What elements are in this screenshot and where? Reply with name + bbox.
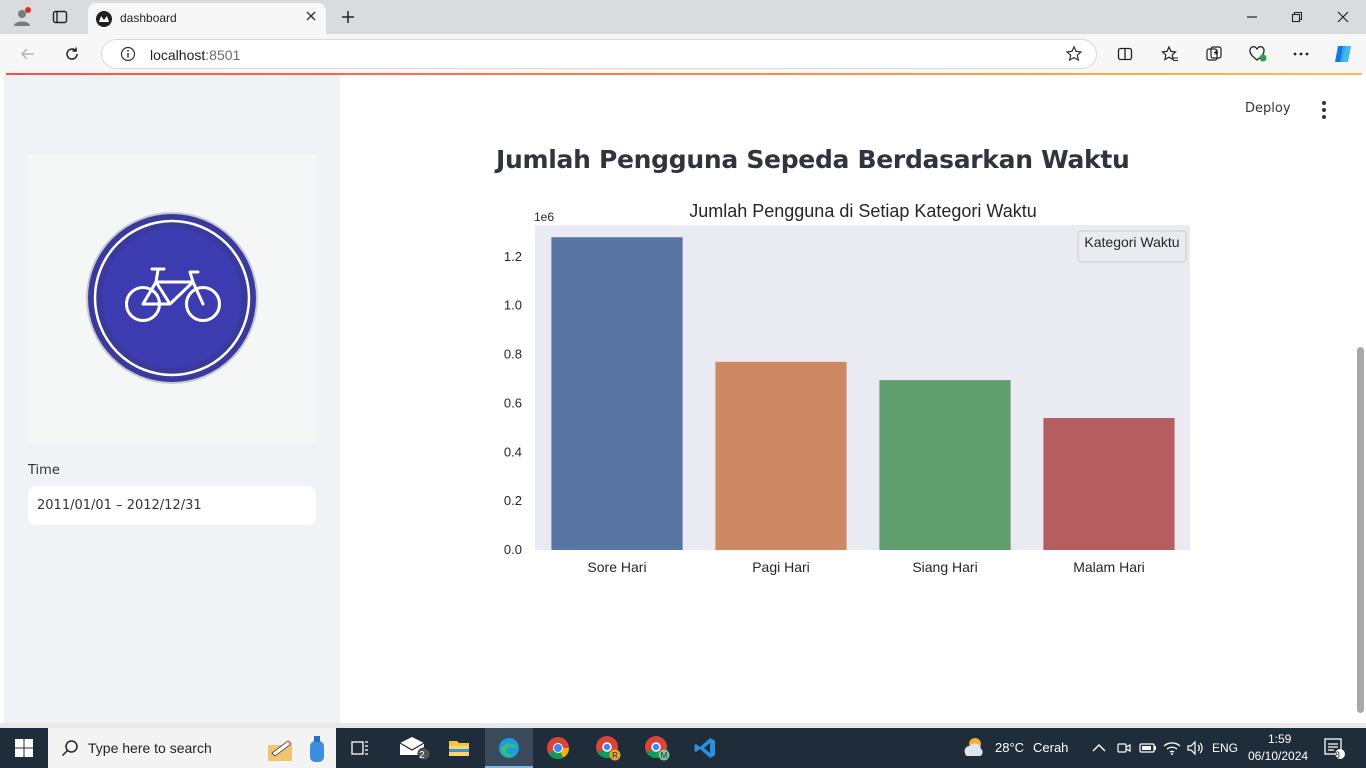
page-scrollbar[interactable] [1355,75,1366,723]
bar-chart: Jumlah Pengguna di Setiap Kategori Waktu… [504,201,1190,575]
wifi-icon[interactable] [1158,734,1186,762]
weather-description[interactable]: Cerah [1033,740,1069,755]
address-bar-row: localhost:8501 [0,34,1366,74]
meet-now-icon[interactable] [1110,734,1138,762]
windows-start-icon[interactable] [10,734,38,762]
bar-malam-hari [1043,418,1175,550]
search-highlight-books-icon [266,732,300,764]
page-title: Jumlah Pengguna Sepeda Berdasarkan Waktu [496,145,1130,174]
file-explorer-icon[interactable] [445,734,473,762]
chrome-profile-m-icon[interactable]: M [643,734,671,762]
search-highlight-bottle-icon [302,732,332,764]
window-bottom-edge [0,723,1366,728]
chart-title: Jumlah Pengguna di Setiap Kategori Waktu [689,201,1037,221]
minimize-icon[interactable] [1238,3,1266,31]
legend-title: Kategori Waktu [1084,234,1179,250]
edge-icon [495,734,523,762]
time-label: Time [28,463,60,478]
streamlit-icon [96,11,112,27]
tab-title: dashboard [120,11,177,25]
clock-time[interactable]: 1:59 [1268,732,1292,746]
reload-icon[interactable] [58,40,86,68]
vscode-icon[interactable] [691,734,719,762]
bar-sore-hari [551,237,683,550]
weather-icon[interactable] [960,733,988,761]
x-tick-label: Siang Hari [912,559,977,575]
split-screen-icon[interactable] [1111,40,1139,68]
chevron-up-icon[interactable] [1085,734,1113,762]
favorites-icon[interactable] [1156,40,1184,68]
y-tick-label: 0.6 [504,395,522,410]
back-icon[interactable] [14,40,42,68]
chrome-icon[interactable] [544,734,572,762]
bar-pagi-hari [715,361,847,550]
main-content: Deploy Jumlah Pengguna Sepeda Berdasarka… [340,75,1355,723]
y-tick-label: 0.8 [504,347,522,362]
notification-icon[interactable]: 8 [1320,734,1348,762]
sidebar: Time 2011/01/01 – 2012/12/31 [4,75,340,723]
y-tick-label: 0.4 [504,444,522,459]
legend: Kategori Waktu [1077,230,1187,263]
site-info-icon[interactable] [114,40,142,68]
y-tick-label: 0.2 [504,493,522,508]
y-offset-label: 1e6 [534,210,554,224]
notification-count: 8 [1335,750,1341,760]
close-window-icon[interactable] [1329,3,1357,31]
volume-icon[interactable] [1181,734,1209,762]
windows-taskbar: Type here to search 2 R M 28°C Cerah [0,728,1366,768]
new-tab-icon[interactable] [334,3,362,31]
profile-icon[interactable] [8,3,36,31]
bar-siang-hari [879,380,1011,550]
main-menu-icon[interactable] [1315,99,1333,121]
svg-text:R: R [612,751,618,760]
x-tick-label: Sore Hari [587,559,646,575]
taskbar-search-box[interactable]: Type here to search [48,728,336,768]
y-tick-label: 0.0 [504,542,522,557]
y-tick-label: 1.2 [504,249,522,264]
mail-icon[interactable]: 2 [396,734,432,762]
tab-actions-icon[interactable] [46,3,74,31]
url-host: localhost [150,47,206,63]
settings-more-icon[interactable] [1287,40,1315,68]
tab-dashboard[interactable]: dashboard [88,3,326,34]
svg-text:M: M [661,751,668,760]
url-input[interactable]: localhost:8501 [101,39,1097,69]
restore-icon[interactable] [1283,3,1311,31]
clock-date[interactable]: 06/10/2024 [1248,749,1309,763]
edge-app-active[interactable] [485,728,533,768]
browser-essentials-icon[interactable] [1244,40,1272,68]
mail-badge: 2 [419,750,425,761]
bicycle-logo-image [28,154,316,442]
streamlit-header-decoration [6,73,1362,75]
search-icon [56,734,84,762]
collections-icon[interactable] [1200,40,1228,68]
close-tab-icon[interactable] [302,9,320,27]
legend-box [1077,230,1187,263]
deploy-button[interactable]: Deploy [1245,101,1291,116]
scrollbar-thumb[interactable] [1357,347,1364,713]
search-placeholder: Type here to search [88,740,212,756]
chrome-profile-r-icon[interactable]: R [594,734,622,762]
url-port: :8501 [205,47,241,63]
date-range-input[interactable]: 2011/01/01 – 2012/12/31 [28,486,316,525]
y-tick-label: 1.0 [504,298,522,313]
task-view-icon[interactable] [346,734,374,762]
language-indicator[interactable]: ENG [1212,741,1239,755]
copilot-icon[interactable] [1329,40,1357,68]
favorite-star-icon[interactable] [1060,40,1088,68]
x-tick-label: Pagi Hari [752,559,810,575]
browser-tab-bar: dashboard [0,0,1366,34]
x-tick-label: Malam Hari [1073,559,1145,575]
date-range-value: 2011/01/01 – 2012/12/31 [37,498,202,513]
weather-temperature[interactable]: 28°C [995,740,1025,755]
battery-icon[interactable] [1134,734,1162,762]
url-text: localhost:8501 [150,47,240,63]
